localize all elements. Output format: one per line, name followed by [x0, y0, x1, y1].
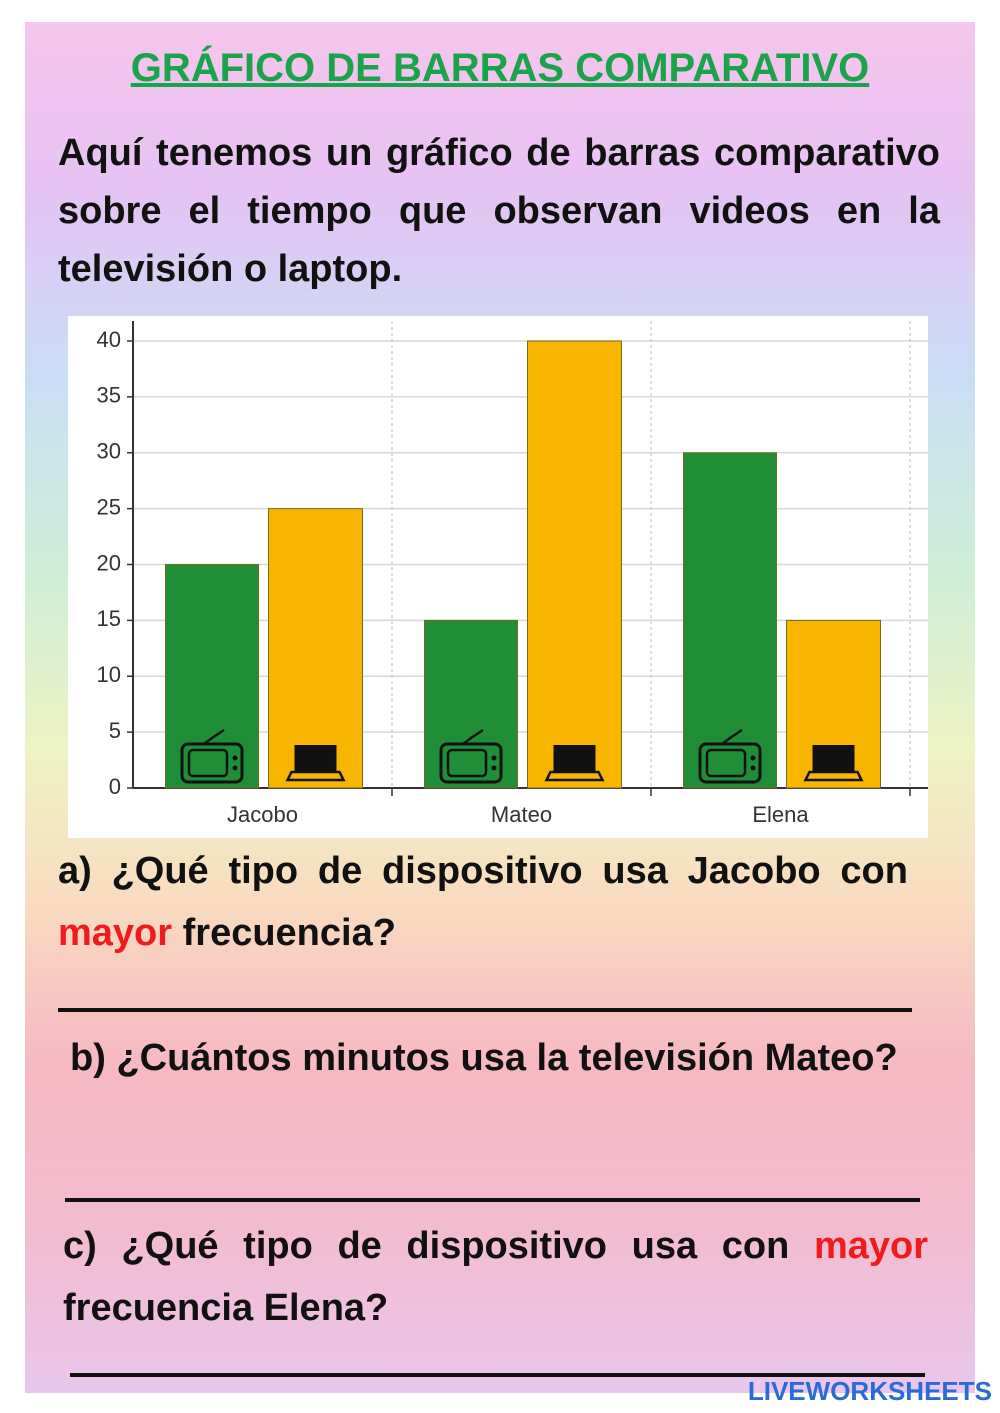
tv-icon [187, 748, 229, 778]
laptop-icon [553, 745, 596, 773]
answer-line [65, 1198, 920, 1202]
tv-icon [698, 742, 762, 784]
laptop-icon [812, 745, 855, 773]
title: GRÁFICO DE BARRAS COMPARATIVO [130, 46, 870, 90]
tv-icon [446, 748, 488, 778]
question-text: c) ¿Qué tipo de dispositivo usa con [63, 1225, 814, 1267]
y-tick-label: 20 [97, 550, 121, 575]
bar [165, 564, 259, 789]
tv-icon [491, 765, 497, 771]
x-tick-label: Jacobo [227, 802, 298, 827]
answer-line [70, 1373, 925, 1377]
answer-line [58, 1008, 912, 1012]
footer-logo: LIVEWORKSHEETS [747, 1376, 992, 1406]
y-tick-label: 35 [97, 383, 121, 408]
question-text: a) ¿Qué tipo de dispositivo usa Jacobo c… [58, 850, 908, 892]
bar [424, 619, 518, 789]
tv-icon [439, 742, 503, 784]
highlight: mayor [813, 1225, 928, 1267]
tv-icon [750, 755, 756, 761]
tv-icon [180, 742, 244, 784]
bar [683, 452, 777, 789]
laptop-icon [544, 770, 605, 782]
y-tick-label: 40 [97, 327, 121, 352]
tv-icon [705, 748, 747, 778]
tv-icon [491, 755, 497, 761]
y-tick-label: 30 [97, 439, 121, 464]
bar [527, 340, 622, 789]
bar [268, 508, 363, 789]
y-tick-label: 10 [97, 662, 121, 687]
chart: 0 5 10 15 20 25 30 35 40 Jacobo Mateo Elena [68, 316, 928, 838]
laptop-icon [803, 770, 864, 782]
tv-icon [232, 765, 238, 771]
question-b: b) ¿Cuántos minutos usa la televisión Ma… [70, 1037, 898, 1079]
x-tick-label: Mateo [491, 802, 552, 827]
tv-icon [232, 755, 238, 761]
intro: Aquí tenemos un gráfico de barras compar… [58, 132, 940, 290]
y-tick-label: 0 [109, 774, 121, 799]
tv-icon [203, 728, 225, 745]
question-a: a) ¿Qué tipo de dispositivo usa Jacobo c… [58, 840, 908, 964]
question-text: frecuencia Elena? [63, 1287, 389, 1329]
laptop-icon [285, 770, 346, 782]
x-tick-label: Elena [752, 802, 809, 827]
y-tick-label: 15 [97, 606, 121, 631]
tv-icon [721, 728, 743, 745]
y-tick-label: 5 [109, 718, 121, 743]
highlight: mayor [58, 912, 173, 954]
y-tick-label: 25 [97, 494, 121, 519]
tv-icon [462, 728, 484, 745]
tv-icon [750, 765, 756, 771]
laptop-icon [294, 745, 337, 773]
question-text: frecuencia? [172, 912, 396, 954]
question-c: c) ¿Qué tipo de dispositivo usa con mayo… [63, 1215, 928, 1339]
